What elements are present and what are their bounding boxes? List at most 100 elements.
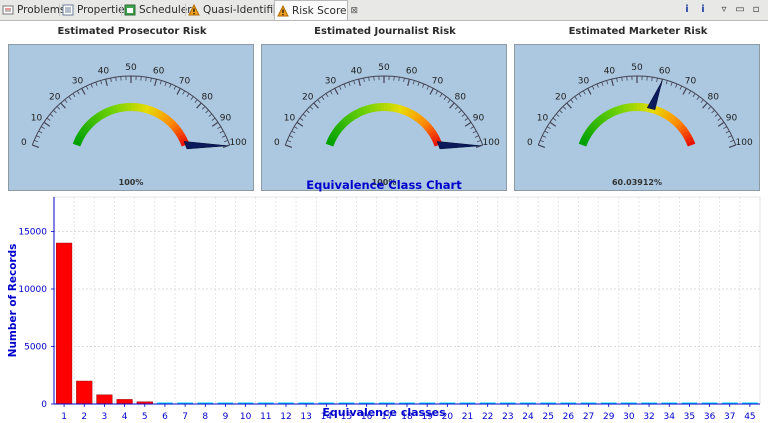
- chart-plot-area: [53, 196, 761, 405]
- gauge-minor-tick: [217, 126, 222, 130]
- gauge-minor-tick: [616, 77, 618, 83]
- chart-bar: [116, 399, 133, 405]
- gauge-minor-tick: [476, 139, 481, 143]
- gauge-minor-tick: [692, 93, 696, 98]
- gauge-minor-tick: [439, 93, 443, 98]
- gauge-tick-label: 100: [230, 138, 247, 148]
- gauge-value-label: 100%: [118, 178, 144, 187]
- gauge-minor-tick: [329, 90, 333, 95]
- chart-bar: [197, 402, 214, 404]
- gauge-major-tick: [32, 144, 40, 149]
- tab-label: Problems: [17, 4, 66, 16]
- minimize-icon[interactable]: ▭: [735, 4, 745, 15]
- gauge-value-label: 100%: [371, 178, 397, 187]
- gauge-tick-label: 60: [153, 66, 165, 76]
- tab-problems[interactable]: Problems: [0, 0, 65, 20]
- gauge-minor-tick: [317, 99, 321, 103]
- gauge-major-tick: [285, 144, 293, 149]
- chart-bar: [419, 402, 436, 404]
- x-tick-label: 10: [240, 412, 252, 422]
- tab-properties[interactable]: Properties: [60, 0, 130, 20]
- gauge-tick-label: 20: [302, 92, 314, 102]
- gauge-major-tick: [717, 121, 725, 127]
- maximize-icon[interactable]: ▫: [752, 4, 760, 15]
- gauge-tick-label: 80: [455, 92, 467, 102]
- gauge-major-tick: [313, 102, 319, 109]
- gauge-major-tick: [60, 102, 66, 109]
- gauge-minor-tick: [90, 83, 93, 88]
- tab-label: Quasi-Identifiers: [203, 4, 290, 16]
- gauge-minor-tick: [36, 135, 41, 138]
- tab-quasi-identifiers[interactable]: Quasi-Identifiers: [186, 0, 289, 20]
- x-tick-label: 5: [142, 412, 148, 422]
- x-tick-label: 18: [401, 412, 413, 422]
- gauge-minor-tick: [363, 77, 365, 83]
- chart-bar: [479, 402, 496, 404]
- chart-bar: [540, 402, 557, 404]
- prosecutor-risk-gauge: Estimated Prosecutor Risk 0 10 20 30 40 50 60 7…: [8, 26, 254, 191]
- chart-bar: [56, 242, 73, 405]
- gauge-minor-tick: [145, 77, 147, 82]
- view-menu-icon[interactable]: ▿: [721, 4, 727, 15]
- chart-bar: [701, 402, 718, 404]
- gauge-minor-tick: [348, 81, 351, 86]
- y-tick-label: 5000: [24, 343, 47, 353]
- tab-risk-score[interactable]: Risk Score ⊠: [274, 0, 358, 20]
- x-tick-label: 24: [522, 412, 534, 422]
- gauge-tick-label: 80: [708, 92, 720, 102]
- gauge-minor-tick: [321, 96, 325, 100]
- gauge-tick-label: 50: [125, 63, 137, 73]
- gauge-minor-tick: [309, 106, 314, 110]
- chart-bar: [520, 402, 536, 404]
- gauge-minor-tick: [72, 93, 76, 98]
- gauge-major-tick: [702, 102, 708, 109]
- chart-bar: [580, 402, 597, 404]
- close-tab-icon[interactable]: ⊠: [350, 5, 359, 16]
- gauge-tick-label: 50: [631, 63, 643, 73]
- gauge-major-tick: [449, 102, 455, 109]
- scheduler-icon: [124, 4, 136, 16]
- x-tick-label: 8: [202, 412, 208, 422]
- y-tick-label: 15000: [18, 228, 47, 238]
- gauge-tick-label: 90: [220, 113, 232, 123]
- gauge-minor-tick: [591, 85, 595, 90]
- x-tick-label: 34: [664, 412, 676, 422]
- gauge-major-tick: [196, 102, 202, 109]
- gauge-minor-tick: [110, 77, 112, 83]
- chart-bar: [257, 402, 274, 404]
- gauge-minor-tick: [343, 83, 346, 88]
- tab-scheduler[interactable]: Scheduler: [122, 0, 192, 20]
- x-tick-label: 19: [421, 412, 433, 422]
- info-icon[interactable]: i: [685, 4, 689, 15]
- gauge-minor-tick: [289, 135, 294, 138]
- gauge-tick-label: 40: [604, 66, 616, 76]
- gauge-minor-tick: [403, 77, 405, 83]
- x-tick-label: 35: [684, 412, 695, 422]
- gauge-minor-tick: [723, 126, 728, 130]
- gauge-minor-tick: [194, 99, 198, 103]
- gauge-minor-tick: [85, 85, 89, 90]
- x-tick-label: 14: [321, 412, 333, 422]
- x-tick-label: 25: [542, 412, 553, 422]
- chart-bar: [358, 402, 375, 404]
- x-tick-label: 22: [482, 412, 493, 422]
- info-icon[interactable]: i: [701, 4, 705, 15]
- gauge-minor-tick: [675, 83, 678, 88]
- chart-bar: [641, 402, 657, 404]
- chart-bar: [742, 402, 758, 404]
- gauge-color-band: [686, 140, 696, 147]
- gauge-major-tick: [682, 88, 687, 95]
- gauge-minor-tick: [291, 130, 296, 134]
- x-tick-label: 17: [381, 412, 392, 422]
- gauge-minor-tick: [169, 83, 172, 88]
- x-tick-label: 29: [603, 412, 615, 422]
- gauge-tick-label: 90: [726, 113, 738, 123]
- gauge-tick-label: 70: [432, 76, 444, 86]
- gauge-tick-label: 0: [527, 138, 533, 148]
- gauge-minor-tick: [40, 126, 45, 130]
- gauge-minor-tick: [221, 135, 226, 138]
- gauge-minor-tick: [470, 126, 475, 130]
- gauge-minor-tick: [555, 113, 560, 117]
- x-tick-label: 1: [61, 412, 67, 422]
- tab-label: Scheduler: [139, 4, 192, 16]
